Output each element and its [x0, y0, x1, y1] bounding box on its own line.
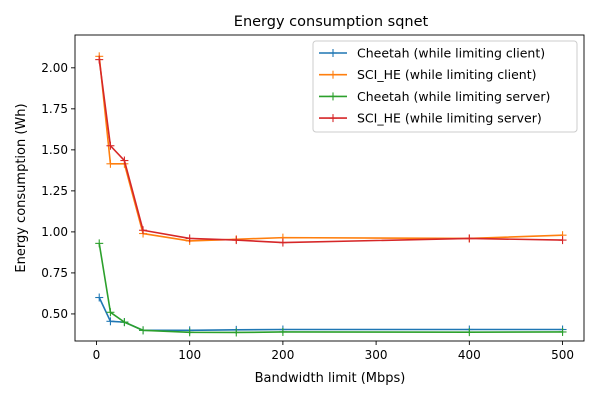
data-point	[465, 234, 474, 243]
data-point	[106, 308, 115, 317]
data-point	[278, 238, 287, 247]
series-1	[95, 293, 567, 335]
data-point	[106, 141, 115, 150]
x-tick-label: 0	[93, 348, 101, 362]
legend-label: Cheetah (while limiting server)	[357, 89, 550, 104]
y-tick-label: 0.50	[41, 307, 68, 321]
data-point	[106, 317, 115, 326]
plot-area	[95, 52, 567, 337]
y-tick-label: 1.00	[41, 225, 68, 239]
x-axis-label: Bandwidth limit (Mbps)	[255, 371, 406, 386]
y-tick-label: 0.75	[41, 266, 68, 280]
y-tick-label: 2.00	[41, 61, 68, 75]
y-tick-label: 1.75	[41, 102, 68, 116]
series-3	[95, 239, 567, 337]
legend-item: Cheetah (while limiting client)	[319, 46, 545, 61]
x-tick-label: 300	[365, 348, 388, 362]
x-tick-label: 500	[551, 348, 574, 362]
x-axis: 0 100 200 300 400 500	[93, 341, 574, 362]
data-point	[185, 234, 194, 243]
legend-label: SCI_HE (while limiting server)	[357, 111, 542, 126]
data-point	[106, 159, 115, 168]
y-axis: 0.50 0.75 1.00 1.25 1.50 1.75 2.00	[41, 61, 75, 321]
series-4	[95, 55, 567, 247]
data-point	[95, 55, 104, 64]
legend-item: SCI_HE (while limiting client)	[319, 67, 537, 82]
x-tick-label: 400	[458, 348, 481, 362]
legend-box	[312, 40, 578, 133]
data-point	[120, 318, 129, 327]
data-point	[95, 293, 104, 302]
data-point	[558, 327, 567, 336]
series-line	[98, 243, 563, 334]
data-point	[185, 328, 194, 337]
legend-label: Cheetah (while limiting client)	[357, 46, 545, 61]
y-axis-label: Energy consumption (Wh)	[14, 103, 29, 272]
legend-label: SCI_HE (while limiting client)	[357, 67, 537, 82]
x-tick-label: 200	[271, 348, 294, 362]
data-point	[139, 226, 148, 235]
y-tick-label: 1.25	[41, 184, 68, 198]
data-point	[232, 236, 241, 245]
data-point	[139, 326, 148, 335]
chart-title: Energy consumption sqnet	[234, 14, 429, 30]
data-point	[465, 328, 474, 337]
data-point	[120, 156, 129, 165]
data-point	[558, 236, 567, 245]
plot-frame	[74, 34, 585, 342]
legend-item: SCI_HE (while limiting server)	[319, 111, 542, 126]
legend-item: Cheetah (while limiting server)	[319, 89, 550, 104]
data-point	[95, 239, 104, 248]
x-tick-label: 100	[178, 348, 201, 362]
y-tick-label: 1.50	[41, 143, 68, 157]
data-point	[232, 328, 241, 337]
legend: Cheetah (while limiting client) SCI_HE (w…	[312, 40, 578, 133]
data-point	[278, 327, 287, 336]
series-line	[98, 297, 563, 332]
